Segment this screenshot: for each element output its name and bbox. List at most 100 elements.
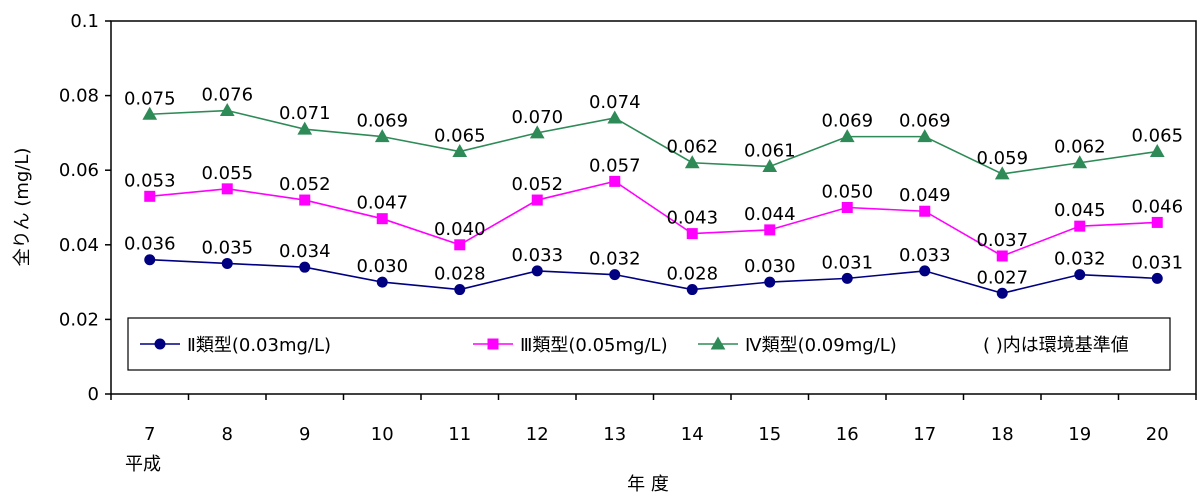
y-tick-label: 0.02 (59, 309, 99, 330)
series-line-1 (149, 258, 1158, 295)
series-2-point (531, 194, 543, 206)
series-line-2 (149, 180, 1158, 257)
series-1-point (531, 265, 543, 277)
data-label: 0.050 (821, 182, 873, 203)
series-1-point (609, 269, 621, 281)
series-3-point (1072, 155, 1088, 169)
data-label: 0.075 (124, 88, 176, 109)
x-tick-label: 17 (913, 424, 936, 445)
series-3-point (994, 166, 1010, 180)
series-2-point (764, 224, 776, 236)
series-3-point (917, 129, 933, 143)
series-3-point (607, 110, 623, 124)
y-tick-label: 0 (88, 384, 99, 405)
x-tick-label: 14 (681, 424, 704, 445)
data-label: 0.076 (201, 85, 253, 106)
y-tick-label: 0.1 (70, 11, 99, 32)
x-tick-label: 15 (758, 424, 781, 445)
x-tick-label: 13 (603, 424, 626, 445)
data-label: 0.057 (589, 155, 641, 176)
series-2-point (1074, 220, 1086, 232)
data-label: 0.046 (1131, 196, 1183, 217)
data-label: 0.037 (976, 230, 1028, 251)
series-3-point (374, 129, 390, 143)
x-tick-label: 19 (1068, 424, 1091, 445)
data-label: 0.034 (279, 241, 331, 262)
series-2-point (454, 239, 466, 251)
data-label: 0.053 (124, 170, 176, 191)
y-tick-label: 0.06 (59, 160, 99, 181)
series-3-point (684, 155, 700, 169)
series-3-point (529, 125, 545, 139)
series-1-point (1074, 269, 1086, 281)
data-label: 0.074 (589, 92, 641, 113)
series-1-point (919, 265, 931, 277)
data-label: 0.061 (744, 140, 796, 161)
data-label: 0.033 (899, 245, 951, 266)
y-tick-label: 0.04 (59, 235, 99, 256)
series-2-point (919, 205, 931, 217)
legend-label: Ⅳ類型(0.09mg/L) (745, 335, 897, 356)
series-2-point (841, 202, 853, 213)
x-tick-label: 16 (836, 424, 859, 445)
series-2-point (376, 213, 388, 225)
legend-marker (710, 336, 726, 350)
x-tick-label: 18 (991, 424, 1014, 445)
legend-marker (154, 338, 166, 350)
data-label: 0.035 (201, 237, 253, 258)
series-layer (142, 103, 1165, 299)
data-label: 0.059 (976, 148, 1028, 169)
series-1-point (1151, 272, 1163, 284)
data-label: 0.030 (356, 256, 408, 277)
data-label: 0.044 (744, 204, 796, 225)
y-tick-label: 0.08 (59, 86, 99, 107)
data-label: 0.052 (279, 174, 331, 195)
series-3-point (452, 144, 468, 158)
x-tick-label: 11 (448, 424, 471, 445)
data-label: 0.028 (434, 264, 486, 285)
data-label: 0.069 (821, 111, 873, 132)
series-1-point (996, 287, 1008, 299)
data-label: 0.055 (201, 163, 253, 184)
data-label: 0.030 (744, 256, 796, 277)
data-label: 0.049 (899, 185, 951, 206)
data-label: 0.032 (589, 249, 641, 270)
data-label: 0.040 (434, 219, 486, 240)
x-tick-label: 12 (526, 424, 549, 445)
series-3-point (142, 106, 158, 120)
legend-label: Ⅲ類型(0.05mg/L) (520, 335, 668, 356)
data-label: 0.047 (356, 193, 408, 214)
data-label: 0.031 (821, 252, 873, 273)
x-tick-label: 8 (222, 424, 233, 445)
data-label: 0.062 (1054, 137, 1106, 158)
series-2-point (144, 190, 156, 202)
data-label: 0.027 (976, 267, 1028, 288)
data-label: 0.069 (899, 111, 951, 132)
series-2-point (299, 194, 311, 206)
series-1-point (764, 276, 776, 288)
series-3-point (219, 103, 235, 117)
series-3-point (297, 121, 313, 135)
series-1-point (454, 284, 466, 296)
data-label: 0.062 (666, 137, 718, 158)
series-3-point (762, 158, 778, 172)
x-tick-label: 20 (1146, 424, 1169, 445)
data-label: 0.032 (1054, 249, 1106, 270)
x-axis-era-prefix: 平成 (125, 454, 161, 475)
y-axis-title: 全りん (mg/L) (12, 148, 33, 267)
series-1-point (376, 276, 388, 288)
series-2-point (221, 183, 233, 195)
x-tick-label: 7 (144, 424, 155, 445)
series-1-point (686, 284, 698, 296)
series-1-point (841, 272, 853, 284)
legend-note: ( )内は環境基準値 (983, 335, 1129, 356)
x-axis-ticks: 7 8 9 10 11 12 13 14 15 16 17 18 19 20 (110, 394, 1197, 445)
data-label: 0.036 (124, 234, 176, 255)
series-3-point (1149, 144, 1165, 158)
series-2-point (609, 175, 621, 187)
x-axis-title: 年 度 (627, 474, 669, 495)
x-tick-label: 10 (371, 424, 394, 445)
data-label: 0.033 (511, 245, 563, 266)
data-label: 0.071 (279, 103, 331, 124)
